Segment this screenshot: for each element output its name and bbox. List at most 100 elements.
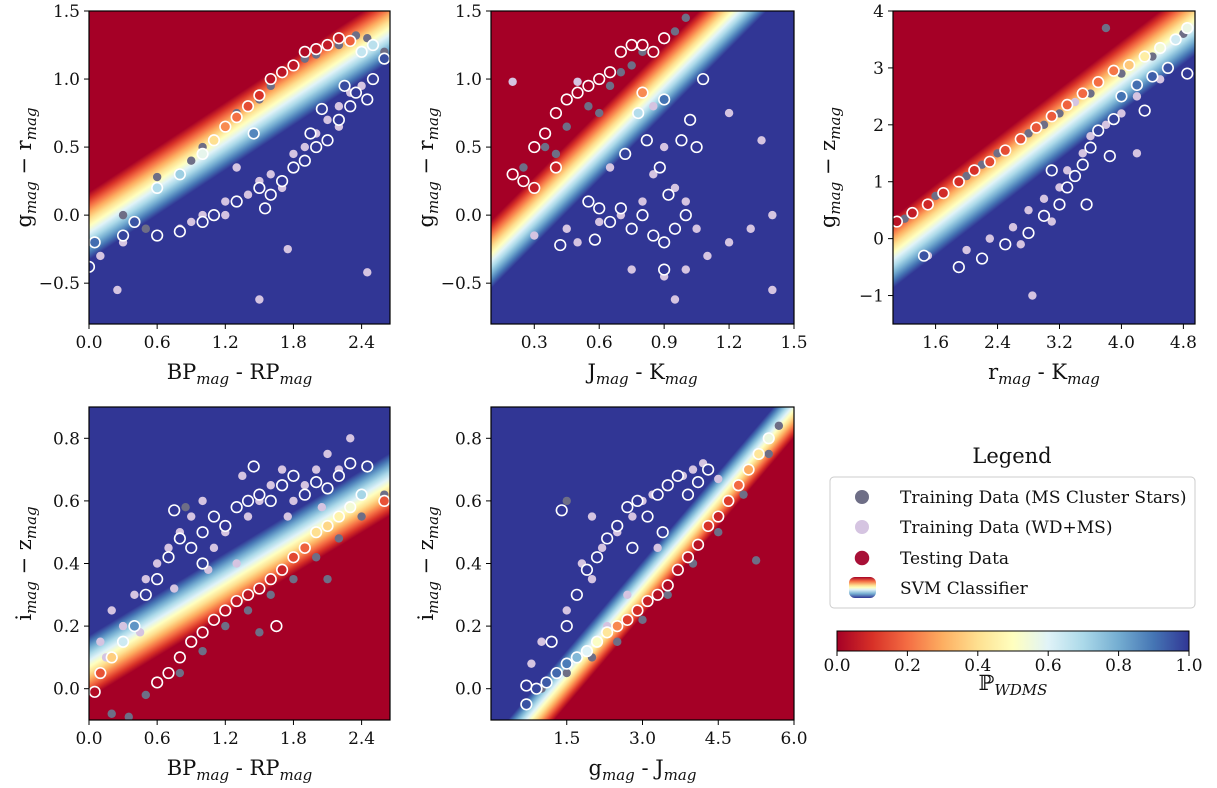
data-point: [625, 222, 638, 235]
data-point: [310, 476, 323, 489]
data-point: [530, 682, 543, 695]
colorbar: 0.0 0.2 0.4 0.6 0.8 1.0 ℙWDMS: [823, 630, 1203, 699]
data-point: [332, 510, 345, 523]
data-point: [1107, 113, 1120, 126]
data-point: [636, 209, 649, 222]
x-tick-label: 0.0: [75, 729, 102, 749]
data-point: [1107, 64, 1120, 77]
data-point: [1138, 104, 1151, 117]
y-tick-label: −0.5: [39, 274, 80, 294]
data-point: [310, 140, 323, 154]
data-point: [311, 553, 321, 562]
legend-marker-ms-cluster: [855, 490, 869, 504]
data-point: [702, 519, 715, 533]
svm-classifier-surface: [491, 11, 794, 324]
data-point: [118, 210, 128, 220]
data-point: [255, 295, 264, 304]
data-point: [275, 479, 289, 492]
data-point: [651, 588, 664, 601]
data-point: [323, 115, 332, 125]
plot-area: [491, 407, 794, 720]
x-tick-label: 6.0: [780, 729, 807, 749]
y-tick-label: 0.0: [53, 206, 80, 226]
data-point: [638, 615, 647, 625]
data-point: [207, 613, 221, 626]
data-point: [649, 102, 658, 111]
x-axis-label: Jmag - Kmag: [585, 360, 697, 388]
colorbar-label: ℙWDMS: [979, 671, 1048, 699]
data-point: [96, 637, 105, 646]
colorbar-tick-label: 1.0: [1175, 656, 1202, 676]
data-point: [181, 502, 190, 512]
legend-marker-wdms: [855, 520, 869, 534]
series-2: [923, 75, 1165, 300]
y-tick-label: 1: [873, 173, 884, 193]
y-tick-label: 0.2: [455, 617, 482, 637]
data-point: [1132, 92, 1142, 101]
data-point: [221, 621, 230, 631]
data-point: [344, 457, 357, 470]
data-point: [573, 77, 582, 86]
data-point: [517, 175, 530, 188]
x-tick-label: 1.2: [212, 333, 239, 353]
y-tick-label: 0.4: [53, 555, 80, 575]
data-point: [582, 79, 595, 92]
data-point: [185, 541, 198, 554]
data-point: [614, 45, 627, 58]
data-point: [253, 181, 266, 195]
data-point: [162, 666, 175, 680]
data-point: [346, 434, 355, 443]
data-point: [287, 59, 300, 72]
data-point: [621, 613, 634, 626]
data-point: [283, 244, 292, 254]
y-tick-label: 1.0: [455, 70, 482, 90]
x-tick-label: 4.5: [705, 729, 732, 749]
data-point: [264, 188, 277, 201]
data-point: [89, 260, 96, 273]
data-point: [545, 635, 558, 648]
data-point: [762, 432, 775, 445]
data-point: [692, 224, 701, 233]
data-point: [647, 229, 660, 242]
data-point: [520, 679, 533, 692]
y-tick-label: −0.5: [441, 274, 482, 294]
data-point: [603, 66, 617, 79]
y-tick-label: 0.2: [53, 617, 80, 637]
panel-1: 0.0 0.6 1.2 1.8 2.4 −0.5 0.0 0.5 1.0 1.5 BPmag - R…: [12, 2, 391, 388]
data-point: [1101, 23, 1111, 33]
data-point: [1061, 181, 1074, 194]
x-tick-label: 1.8: [280, 333, 307, 353]
data-point: [528, 140, 541, 154]
data-point: [636, 86, 649, 99]
data-point: [768, 285, 777, 295]
data-point: [264, 494, 277, 508]
data-point: [1086, 132, 1095, 141]
data-point: [230, 594, 243, 608]
data-point: [658, 32, 671, 45]
data-point: [921, 198, 934, 211]
data-point: [582, 195, 595, 208]
data-point: [742, 463, 755, 476]
data-point: [663, 590, 672, 599]
data-point: [732, 479, 745, 492]
data-point: [506, 168, 519, 181]
data-point: [310, 43, 323, 56]
data-point: [298, 488, 311, 501]
data-point: [549, 106, 563, 120]
data-point: [562, 224, 571, 233]
colorbar-gradient: [836, 630, 1190, 652]
data-point: [283, 512, 292, 521]
data-point: [702, 463, 715, 476]
data-point: [774, 421, 784, 430]
y-tick-label: 0.6: [455, 492, 482, 512]
data-point: [219, 604, 232, 617]
data-point: [1045, 164, 1058, 177]
y-tick-label: 0.4: [455, 555, 482, 575]
data-point: [118, 621, 128, 631]
data-point: [1063, 166, 1072, 175]
data-point: [562, 122, 571, 131]
data-point: [626, 541, 639, 554]
data-point: [264, 573, 277, 586]
data-point: [595, 108, 604, 118]
